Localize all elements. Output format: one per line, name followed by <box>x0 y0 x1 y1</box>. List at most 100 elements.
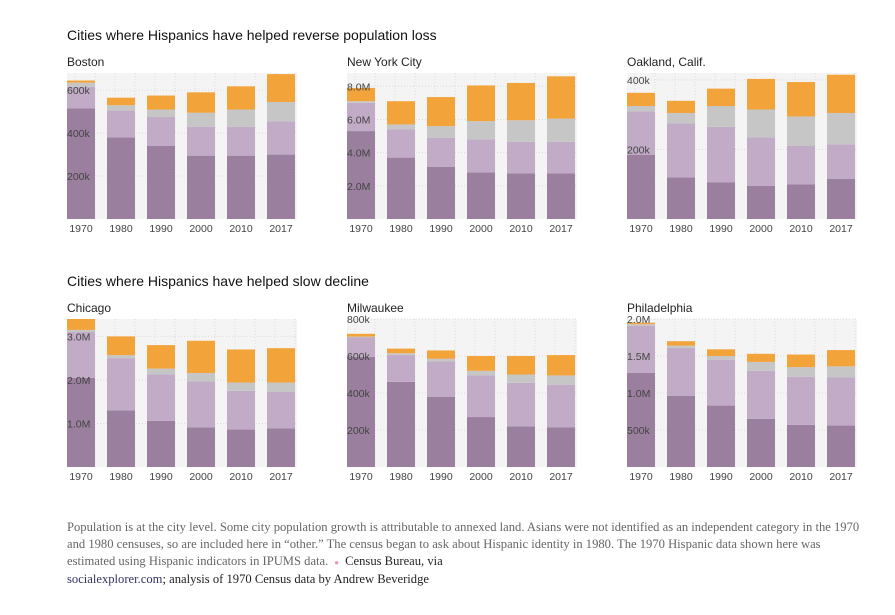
x-tick-label: 2017 <box>269 223 293 235</box>
bar-other-segment <box>707 106 735 127</box>
bar-black-segment <box>667 123 695 178</box>
bar-hispanic-segment <box>427 350 455 359</box>
x-tick-label: 1980 <box>669 471 693 483</box>
bar-black-segment <box>627 325 655 374</box>
bar-black-segment <box>67 86 95 109</box>
plot-background <box>67 319 297 467</box>
y-tick-label: 2.0M <box>627 314 650 326</box>
chart-panel-philadelphia: Philadelphia 1970 1980 1990 2000 2010 2017 500k… <box>627 301 857 485</box>
x-tick-label: 2010 <box>509 471 533 483</box>
bar-white-segment <box>467 417 495 467</box>
bar-white-segment <box>427 166 455 219</box>
stacked-bar-chart: 1970 1980 1990 2000 2010 2017 2.0M 4.0M 6.0M 8.0M <box>347 73 577 235</box>
y-tick-label: 1.0M <box>627 388 650 400</box>
bar-other-segment <box>827 366 855 378</box>
bar-hispanic-segment <box>67 80 95 83</box>
section-title-reverse-loss: Cities where Hispanics have helped rever… <box>67 27 437 43</box>
bar-white-segment <box>507 426 535 467</box>
bar-white-segment <box>187 427 215 467</box>
chart-title: Oakland, Calif. <box>627 55 706 69</box>
bar-other-segment <box>707 356 735 360</box>
bar-black-segment <box>347 102 375 132</box>
bar-white-segment <box>787 424 815 467</box>
x-tick-label: 2010 <box>509 223 533 235</box>
bar-black-segment <box>827 144 855 180</box>
bar-other-segment <box>547 375 575 385</box>
plot-background <box>627 73 857 219</box>
bar-white-segment <box>507 173 535 219</box>
y-tick-label: 2.0M <box>67 375 90 387</box>
bar-white-segment <box>787 184 815 219</box>
y-tick-label: 1.5M <box>627 351 650 363</box>
bar-white-segment <box>747 185 775 219</box>
bar-black-segment <box>787 146 815 185</box>
x-tick-label: 1990 <box>709 471 733 483</box>
chart-panel-new-york-city: New York City 1970 1980 1990 2000 2010 2017 2.0… <box>347 55 577 237</box>
bar-white-segment <box>627 373 655 467</box>
bar-other-segment <box>147 109 175 118</box>
x-tick-label: 1970 <box>69 471 93 483</box>
bar-white-segment <box>267 428 295 467</box>
bar-white-segment <box>827 425 855 467</box>
bar-hispanic-segment <box>627 322 655 325</box>
bar-white-segment <box>547 173 575 219</box>
bar-other-segment <box>667 112 695 124</box>
x-tick-label: 2010 <box>229 223 253 235</box>
bar-hispanic-segment <box>667 341 695 346</box>
bar-white-segment <box>147 146 175 219</box>
bar-white-segment <box>147 420 175 467</box>
bar-white-segment <box>627 154 655 219</box>
bar-white-segment <box>387 381 415 467</box>
bar-white-segment <box>667 395 695 467</box>
y-tick-label: 500k <box>627 425 651 437</box>
bar-other-segment <box>187 372 215 382</box>
x-tick-label: 2010 <box>229 471 253 483</box>
y-tick-label: 3.0M <box>67 331 90 343</box>
bar-hispanic-segment <box>107 97 135 106</box>
bar-other-segment <box>747 361 775 371</box>
bar-hispanic-segment <box>627 92 655 107</box>
bar-black-segment <box>747 137 775 186</box>
bar-hispanic-segment <box>347 87 375 102</box>
bar-other-segment <box>67 82 95 87</box>
bar-black-segment <box>227 126 255 156</box>
bar-hispanic-segment <box>747 78 775 110</box>
chart-panel-oakland-calif: Oakland, Calif. 1970 1980 1990 2000 2010 2017 2… <box>627 55 857 237</box>
x-tick-label: 1990 <box>149 223 173 235</box>
bar-black-segment <box>147 374 175 421</box>
bar-other-segment <box>787 116 815 146</box>
x-tick-label: 2017 <box>549 223 573 235</box>
bar-white-segment <box>347 131 375 219</box>
bar-white-segment <box>107 410 135 467</box>
separator-dot-icon: ● <box>334 558 340 567</box>
x-tick-label: 1990 <box>429 471 453 483</box>
bar-black-segment <box>787 376 815 425</box>
bar-white-segment <box>667 177 695 219</box>
x-tick-label: 1980 <box>389 471 413 483</box>
bar-other-segment <box>227 109 255 127</box>
chart-title: New York City <box>347 55 422 69</box>
x-tick-label: 1980 <box>669 223 693 235</box>
source-link[interactable]: socialexplorer.com <box>67 572 163 586</box>
bar-black-segment <box>147 117 175 146</box>
stacked-bar-chart: 1970 1980 1990 2000 2010 2017 200k 400k 600k 800k <box>347 314 577 483</box>
bar-black-segment <box>67 332 95 378</box>
y-tick-label: 2.0M <box>347 181 370 193</box>
bar-hispanic-segment <box>187 340 215 373</box>
bar-hispanic-segment <box>547 355 575 376</box>
source-rest: ; analysis of 1970 Census data by Andrew… <box>162 572 429 586</box>
bar-white-segment <box>427 396 455 467</box>
bar-hispanic-segment <box>827 74 855 113</box>
bar-other-segment <box>267 101 295 122</box>
bar-other-segment <box>507 374 535 383</box>
bar-hispanic-segment <box>267 348 295 383</box>
bar-other-segment <box>187 112 215 127</box>
bar-hispanic-segment <box>707 88 735 107</box>
bar-other-segment <box>427 358 455 362</box>
bar-other-segment <box>627 324 655 326</box>
bar-white-segment <box>547 427 575 467</box>
bar-other-segment <box>467 370 495 376</box>
x-tick-label: 1990 <box>429 223 453 235</box>
bar-other-segment <box>627 106 655 112</box>
bar-hispanic-segment <box>387 101 415 125</box>
